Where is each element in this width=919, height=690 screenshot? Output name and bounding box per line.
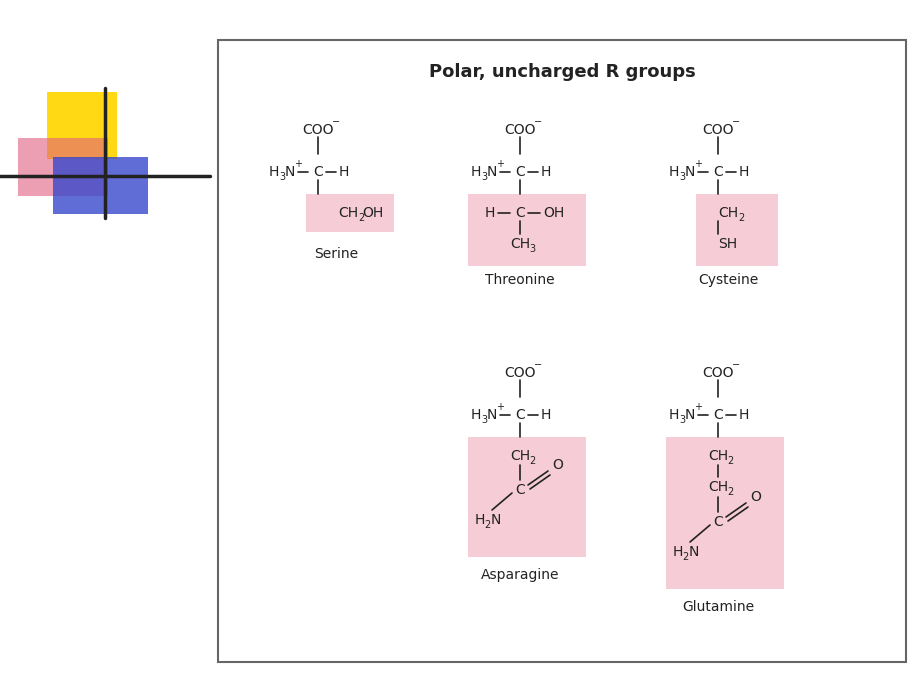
Text: H: H xyxy=(738,165,748,179)
Text: H: H xyxy=(471,165,481,179)
Text: C: C xyxy=(515,408,525,422)
Bar xyxy=(53,157,148,214)
Text: C: C xyxy=(712,165,722,179)
Text: H: H xyxy=(672,545,683,559)
Text: Polar, uncharged R groups: Polar, uncharged R groups xyxy=(428,63,695,81)
Text: O: O xyxy=(750,490,761,504)
Text: 3: 3 xyxy=(481,172,486,182)
Text: 2: 2 xyxy=(726,487,732,497)
Text: CH: CH xyxy=(337,206,357,220)
Text: C: C xyxy=(712,515,722,529)
Text: 2: 2 xyxy=(737,213,743,223)
Text: C: C xyxy=(312,165,323,179)
Text: OH: OH xyxy=(362,206,383,220)
Text: C: C xyxy=(515,483,525,497)
Bar xyxy=(18,138,108,196)
Text: N: N xyxy=(684,165,695,179)
Text: H: H xyxy=(738,408,748,422)
Text: −: − xyxy=(732,117,739,127)
Text: N: N xyxy=(486,408,496,422)
Text: SH: SH xyxy=(718,237,737,251)
Text: +: + xyxy=(294,159,301,169)
Text: H: H xyxy=(338,165,349,179)
Text: H: H xyxy=(668,165,678,179)
Text: 3: 3 xyxy=(481,415,486,425)
Bar xyxy=(47,92,117,159)
Text: −: − xyxy=(533,117,541,127)
Text: 2: 2 xyxy=(681,552,687,562)
FancyBboxPatch shape xyxy=(218,40,905,662)
Text: −: − xyxy=(732,360,739,370)
Bar xyxy=(306,194,393,232)
Text: OH: OH xyxy=(543,206,564,220)
Text: COO: COO xyxy=(302,123,334,137)
Text: C: C xyxy=(515,206,525,220)
Text: 3: 3 xyxy=(678,172,685,182)
Text: CH: CH xyxy=(509,237,529,251)
Text: +: + xyxy=(693,402,701,412)
Text: H: H xyxy=(540,165,550,179)
Text: 2: 2 xyxy=(357,213,364,223)
Text: +: + xyxy=(693,159,701,169)
Text: Serine: Serine xyxy=(313,247,357,261)
Text: N: N xyxy=(684,408,695,422)
Text: H: H xyxy=(474,513,484,527)
Text: H: H xyxy=(668,408,678,422)
Text: Glutamine: Glutamine xyxy=(681,600,754,614)
Text: COO: COO xyxy=(701,366,733,380)
Text: COO: COO xyxy=(504,123,535,137)
Text: H: H xyxy=(540,408,550,422)
Text: N: N xyxy=(285,165,295,179)
Text: 2: 2 xyxy=(483,520,490,530)
Text: −: − xyxy=(332,117,340,127)
Text: 2: 2 xyxy=(726,456,732,466)
Text: O: O xyxy=(552,458,562,472)
Text: N: N xyxy=(490,513,501,527)
Bar xyxy=(468,194,585,266)
Text: C: C xyxy=(712,408,722,422)
Text: COO: COO xyxy=(701,123,733,137)
Text: Threonine: Threonine xyxy=(484,273,554,287)
Text: H: H xyxy=(471,408,481,422)
Text: +: + xyxy=(495,159,504,169)
Text: CH: CH xyxy=(707,449,727,463)
Text: N: N xyxy=(486,165,496,179)
Text: C: C xyxy=(515,165,525,179)
Text: CH: CH xyxy=(707,480,727,494)
Text: Asparagine: Asparagine xyxy=(481,568,559,582)
Text: CH: CH xyxy=(717,206,737,220)
Text: 2: 2 xyxy=(528,456,535,466)
Text: COO: COO xyxy=(504,366,535,380)
Text: +: + xyxy=(495,402,504,412)
Bar xyxy=(468,437,585,557)
Text: 3: 3 xyxy=(278,172,285,182)
Text: 3: 3 xyxy=(678,415,685,425)
Text: −: − xyxy=(533,360,541,370)
Text: H: H xyxy=(484,206,494,220)
Bar xyxy=(665,437,783,589)
Text: H: H xyxy=(268,165,278,179)
Text: 3: 3 xyxy=(528,244,535,254)
Text: N: N xyxy=(688,545,698,559)
Text: Cysteine: Cysteine xyxy=(698,273,757,287)
Bar xyxy=(696,194,777,266)
Text: CH: CH xyxy=(509,449,529,463)
